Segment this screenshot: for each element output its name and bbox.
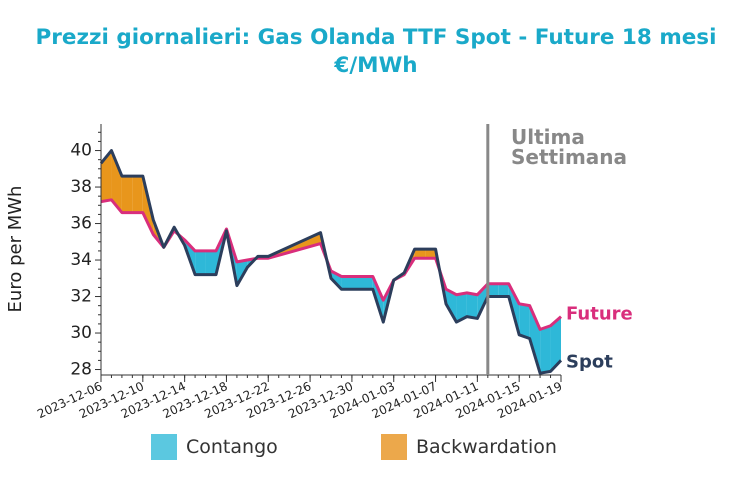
- backwardation-fill: [425, 249, 436, 259]
- contango-fill: [205, 250, 216, 275]
- legend-backwardation: Backwardation: [381, 432, 557, 462]
- contango-fill: [195, 250, 206, 275]
- spread-fills: [101, 150, 561, 374]
- chart-title: Prezzi giornalieri: Gas Olanda TTF Spot …: [0, 24, 752, 80]
- legend-contango: Contango: [151, 432, 278, 462]
- contango-fill: [519, 303, 530, 339]
- contango-fill: [498, 283, 509, 297]
- y-tick-label: 36: [70, 214, 92, 234]
- contango-fill: [341, 276, 373, 290]
- contango-fill: [487, 283, 499, 297]
- backwardation-fill: [121, 176, 133, 213]
- y-tick-label: 40: [70, 141, 92, 161]
- y-tick-label: 28: [70, 360, 92, 380]
- backwardation-fill: [414, 249, 426, 259]
- contango-fill: [466, 292, 478, 319]
- y-tick-label: 38: [70, 177, 92, 197]
- contango-fill: [529, 305, 541, 374]
- series-lines: Future Spot: [99, 149, 633, 375]
- y-axis-label: Euro per MWh: [5, 186, 26, 313]
- annotation-line1: Ultima: [511, 125, 585, 149]
- annotation-line2: Settimana: [511, 145, 627, 169]
- contango-fill: [540, 325, 551, 374]
- backwardation-fill: [111, 150, 122, 213]
- backwardation-swatch: [381, 434, 407, 460]
- y-tick-label: 30: [70, 323, 92, 343]
- contango-fill: [456, 292, 467, 323]
- series-line-future: [100, 198, 562, 331]
- contango-swatch: [151, 434, 177, 460]
- backwardation-label: Backwardation: [416, 436, 557, 458]
- series-label-future: Future: [566, 304, 633, 325]
- series-line-spot: [99, 149, 563, 375]
- y-tick-label: 34: [70, 250, 92, 270]
- backwardation-fill: [101, 150, 112, 202]
- contango-label: Contango: [186, 436, 278, 458]
- chart-title-line2: €/MWh: [334, 53, 418, 78]
- contango-fill: [446, 289, 457, 323]
- series-label-spot: Spot: [566, 351, 613, 372]
- contango-fill: [550, 316, 561, 372]
- y-tick-label: 32: [70, 287, 92, 307]
- chart-title-line1: Prezzi giornalieri: Gas Olanda TTF Spot …: [35, 25, 717, 50]
- backwardation-fill: [132, 176, 143, 213]
